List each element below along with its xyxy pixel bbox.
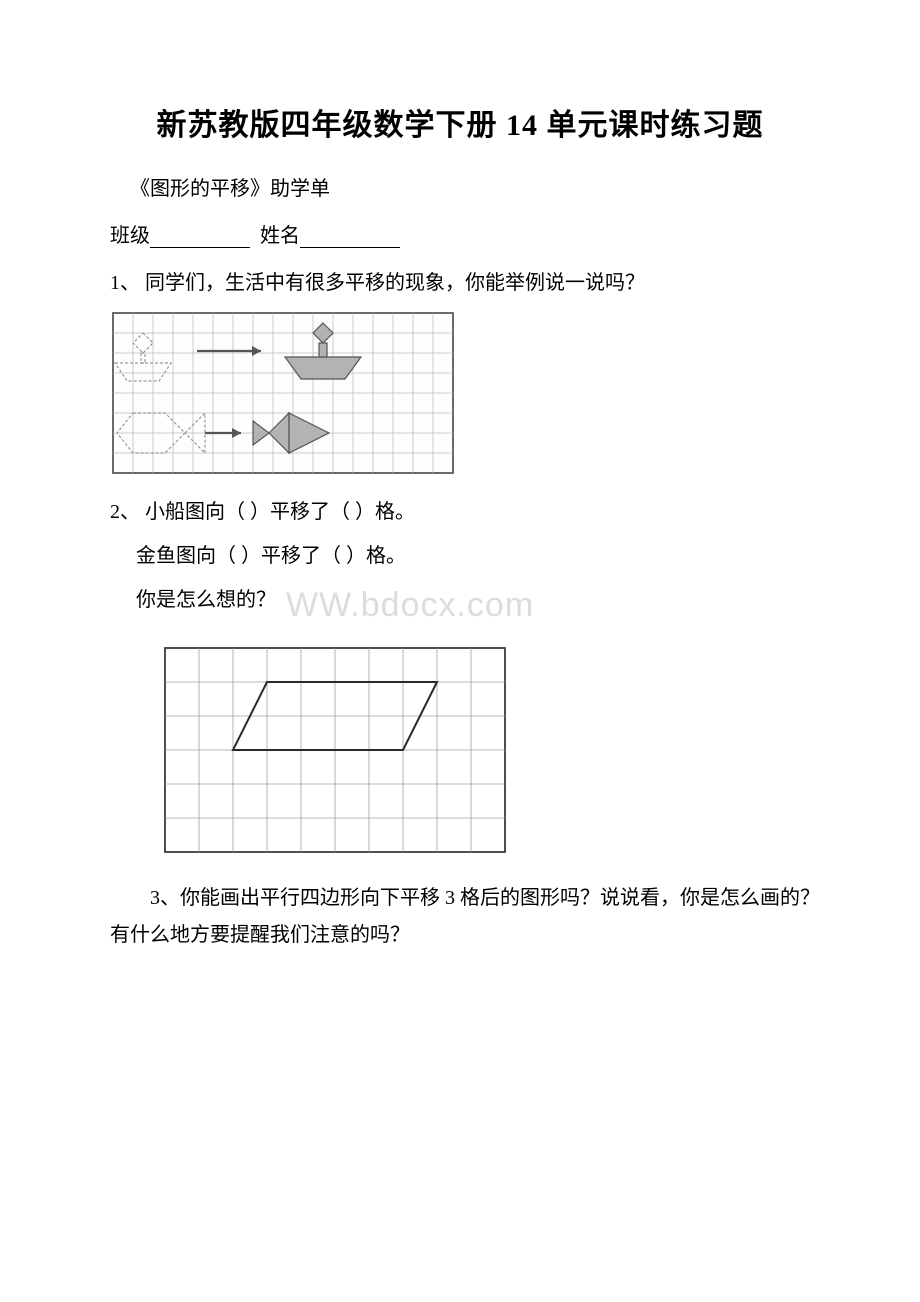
question-2-line3-text: 你是怎么想的？ [136, 589, 276, 611]
question-1: 1、 同学们，生活中有很多平移的现象，你能举例说一说吗？ [110, 266, 830, 300]
name-blank [300, 226, 400, 248]
figure-1-svg [110, 310, 456, 476]
watermark-text: WW.bdocx.com [286, 577, 534, 635]
figure-2-svg [162, 645, 508, 855]
figure-2 [162, 645, 830, 860]
question-3: 3、你能画出平行四边形向下平移 3 格后的图形吗？说说看，你是怎么画的？有什么地… [110, 880, 830, 954]
class-blank [150, 226, 250, 248]
form-line: 班级 姓名 [110, 219, 830, 248]
class-label: 班级 [110, 225, 150, 247]
figure-1 [110, 310, 830, 481]
question-2-line3: 你是怎么想的？ WW.bdocx.com [136, 583, 830, 617]
name-label: 姓名 [260, 225, 300, 247]
subtitle: 《图形的平移》助学单 [130, 172, 830, 201]
question-2-line2: 金鱼图向（ ）平移了（ ）格。 [136, 539, 830, 573]
question-2-line1: 2、 小船图向（ ）平移了（ ）格。 [110, 495, 830, 529]
document-title: 新苏教版四年级数学下册 14 单元课时练习题 [90, 100, 830, 144]
